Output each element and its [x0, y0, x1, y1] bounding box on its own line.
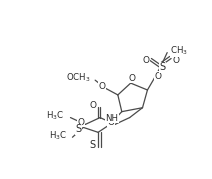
Text: H$_3$C: H$_3$C [46, 109, 64, 122]
Text: S: S [159, 62, 165, 72]
Text: O: O [173, 56, 180, 65]
Text: O: O [155, 72, 162, 81]
Text: O: O [78, 118, 85, 127]
Text: O: O [107, 118, 114, 127]
Text: OCH$_3$: OCH$_3$ [67, 72, 91, 84]
Text: H$_3$C: H$_3$C [49, 129, 67, 142]
Text: CH$_3$: CH$_3$ [170, 44, 188, 57]
Text: O: O [143, 56, 150, 65]
Text: S: S [89, 140, 95, 150]
Text: O: O [99, 82, 106, 91]
Text: NH: NH [105, 114, 119, 123]
Text: O: O [90, 101, 97, 110]
Text: O: O [128, 74, 135, 83]
Text: S: S [75, 124, 81, 134]
